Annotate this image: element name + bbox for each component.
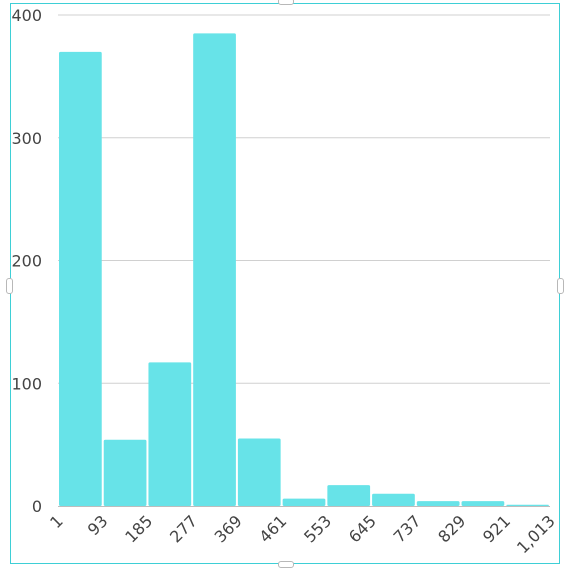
histogram-bar[interactable]	[416, 501, 460, 506]
x-tick-label: 93	[84, 511, 112, 539]
y-tick-label: 0	[32, 497, 42, 516]
x-tick-label: 277	[166, 511, 201, 546]
x-tick-label: 921	[479, 511, 514, 546]
resize-handle-left[interactable]	[6, 278, 13, 294]
x-tick-label: 829	[434, 511, 469, 546]
x-tick-label: 185	[121, 511, 156, 546]
x-tick-label: 369	[211, 511, 246, 546]
histogram-bar[interactable]	[282, 498, 326, 506]
resize-handle-bottom[interactable]	[278, 561, 294, 568]
resize-handle-top[interactable]	[278, 0, 294, 5]
histogram-bar[interactable]	[103, 439, 147, 506]
histogram-bar[interactable]	[59, 51, 102, 506]
histogram-bar[interactable]	[148, 362, 192, 506]
x-tick-label: 553	[300, 511, 335, 546]
y-tick-label: 100	[11, 374, 42, 393]
histogram-bars	[59, 33, 549, 506]
y-tick-label: 300	[11, 129, 42, 148]
histogram-bar[interactable]	[461, 501, 505, 506]
histogram-bar[interactable]	[372, 493, 415, 506]
y-gridlines	[58, 14, 550, 384]
x-tick-label: 1	[46, 511, 67, 532]
resize-handle-right[interactable]	[557, 278, 564, 294]
y-tick-label: 200	[11, 252, 42, 271]
x-tick-label: 1,013	[513, 511, 559, 557]
x-tick-label: 461	[255, 511, 290, 546]
y-tick-label: 400	[11, 6, 42, 25]
histogram-bar[interactable]	[327, 485, 371, 506]
histogram-bar[interactable]	[193, 33, 236, 506]
histogram-bar[interactable]	[237, 438, 281, 506]
x-tick-label: 737	[390, 511, 425, 546]
histogram-bar[interactable]	[506, 504, 549, 506]
y-axis: 0 100 200 300 400	[11, 6, 42, 516]
x-tick-label: 645	[345, 511, 380, 546]
